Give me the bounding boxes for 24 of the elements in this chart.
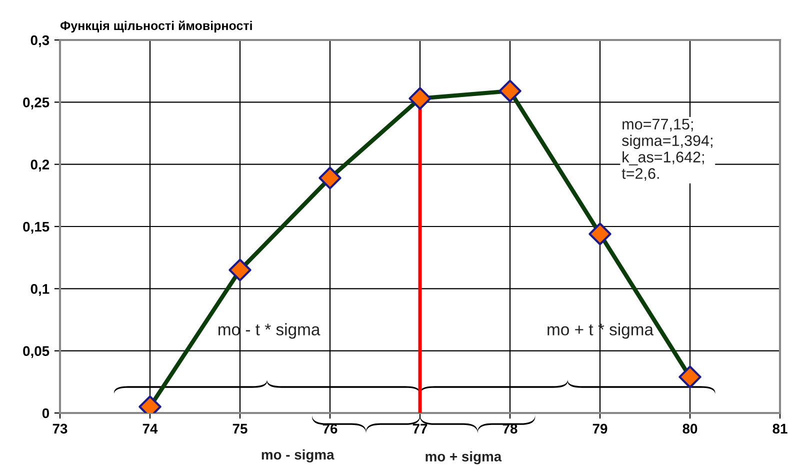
x-tick-label: 74 bbox=[142, 424, 158, 434]
y-tick-label: 0,3 bbox=[30, 35, 50, 48]
text: mo + sigma bbox=[426, 451, 502, 464]
x-tick-label: 79 bbox=[592, 424, 608, 434]
y-tick-label: 0,05 bbox=[23, 346, 50, 358]
x-tick-label: 80 bbox=[682, 424, 698, 434]
x-tick-label: 77 bbox=[412, 424, 428, 434]
point bbox=[228, 258, 252, 282]
point bbox=[588, 222, 612, 246]
x-tick-label: 73 bbox=[52, 424, 68, 434]
y-tick-label: 0,2 bbox=[30, 160, 50, 172]
y-tick-label: 0,15 bbox=[23, 222, 50, 234]
x-tick-label: 81 bbox=[772, 424, 788, 434]
chart-title: Функція щільності ймовірності bbox=[60, 20, 252, 33]
text: mo - sigma bbox=[262, 449, 334, 462]
x-tick-label: 75 bbox=[232, 424, 248, 434]
y-tick-label: 0 bbox=[42, 408, 50, 418]
annotation: mo=77,15; sigma=1,394; k_as=1,642; t=2,6. bbox=[622, 118, 712, 181]
point bbox=[678, 366, 702, 388]
point bbox=[408, 87, 432, 110]
point bbox=[498, 80, 522, 102]
y-tick-label: 0,25 bbox=[23, 98, 50, 110]
point bbox=[318, 166, 342, 190]
y-tick-label: 0,1 bbox=[30, 284, 50, 296]
